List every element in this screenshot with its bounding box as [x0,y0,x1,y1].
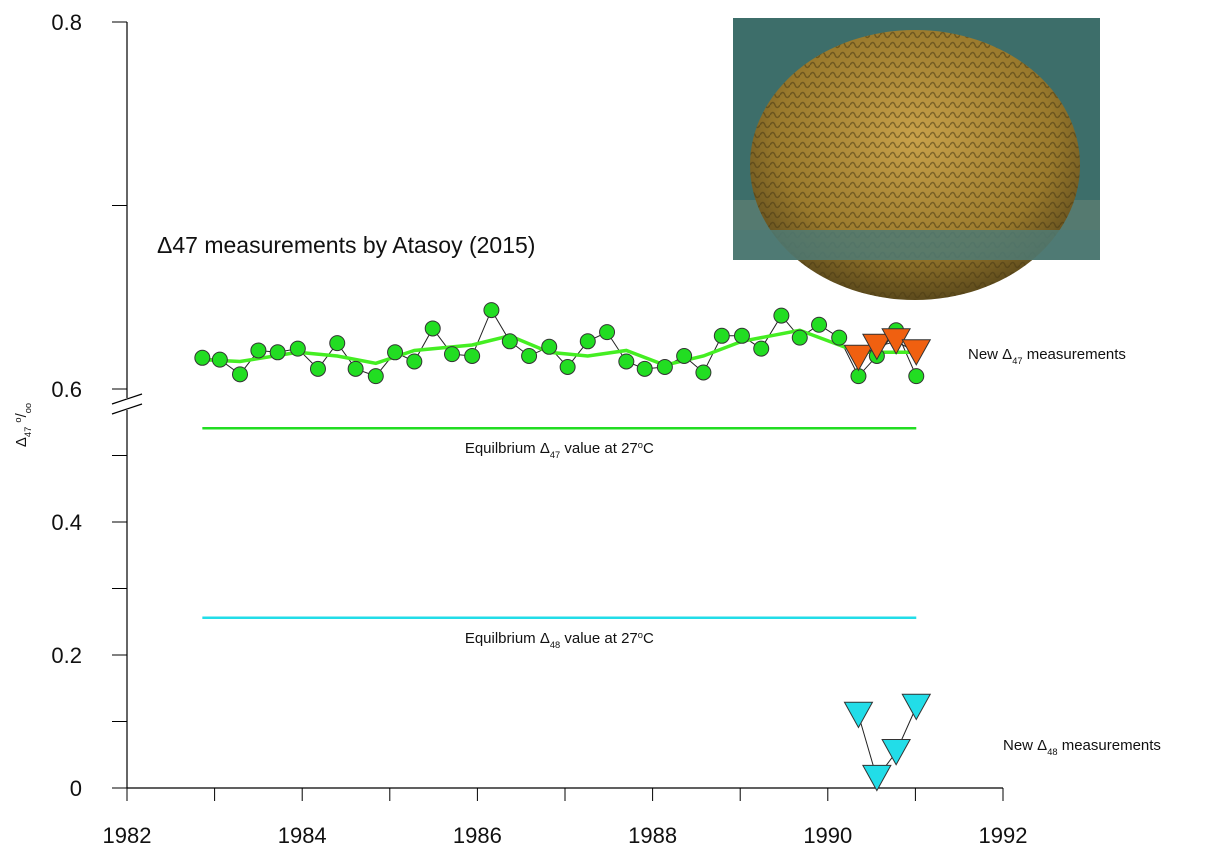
y-tick-label: 0.2 [51,643,82,668]
data-point [270,345,285,360]
data-point [882,739,910,764]
x-tick-label: 1986 [453,823,502,848]
data-point [714,328,729,343]
y-tick-label: 0.4 [51,510,82,535]
data-point [774,308,789,323]
data-point [484,303,499,318]
equilibrium-label: Equilbrium Δ47 value at 27oC [465,440,654,460]
data-point [407,354,422,369]
data-point [425,321,440,336]
data-point [812,317,827,332]
x-tick-label: 1982 [103,823,152,848]
data-point [368,369,383,384]
text-part: measurements [1023,346,1126,363]
data-point [696,365,711,380]
data-point [388,345,403,360]
annotation: New Δ47 measurements [968,346,1126,366]
data-point [863,765,891,790]
text-part: New Δ [968,346,1012,363]
data-point [754,341,769,356]
data-point [619,354,634,369]
text-part: oo [23,403,33,413]
data-point [348,361,363,376]
text-part: C [643,630,654,647]
text-part: Equilbrium Δ [465,440,550,457]
data-point [542,339,557,354]
y-tick-label: 0 [70,776,82,801]
data-point [902,694,930,719]
equilibrium-label: Equilbrium Δ48 value at 27oC [465,630,654,650]
data-point [251,343,266,358]
chart: 00.20.40.60.8198219841986198819901992Δ47… [0,0,1220,855]
data-point [330,336,345,351]
data-point [502,334,517,349]
data-point [195,350,210,365]
data-point [580,334,595,349]
y-tick-label: 0.6 [51,377,82,402]
data-point [637,361,652,376]
coral-photo [733,18,1100,300]
x-tick-label: 1988 [628,823,677,848]
data-point [832,330,847,345]
text-part: 48 [1047,747,1057,757]
y-axis-label: Δ47 o/oo [13,403,33,447]
x-tick-label: 1990 [803,823,852,848]
data-point [677,348,692,363]
x-tick-label: 1984 [278,823,327,848]
text-part: Δ [13,437,30,447]
series-line [202,310,916,376]
data-point [560,359,575,374]
text-part: Δ47 [157,232,198,258]
text-part: 47 [550,450,560,460]
data-point [844,702,872,727]
text-part: value at 27 [560,440,638,457]
text-part: 47 [1012,356,1022,366]
data-point [792,330,807,345]
x-tick-label: 1992 [979,823,1028,848]
data-point [657,359,672,374]
data-point [212,352,227,367]
data-point [310,361,325,376]
annotation: New Δ48 measurements [1003,737,1161,757]
text-part: Equilbrium Δ [465,630,550,647]
data-point [734,328,749,343]
data-point [290,341,305,356]
data-point [909,369,924,384]
text-part: value at 27 [560,630,638,647]
data-point [444,347,459,362]
data-point [600,325,615,340]
text-part: measurements by Atasoy (2015) [198,232,536,258]
data-point [844,345,872,370]
text-part: measurements [1058,737,1161,754]
text-part: 47 [23,427,33,437]
chart-title: Δ47 measurements by Atasoy (2015) [157,232,535,258]
y-tick-label: 0.8 [51,10,82,35]
text-part: C [643,440,654,457]
data-point [522,348,537,363]
data-point [465,348,480,363]
text-part: New Δ [1003,737,1047,754]
text-part: 48 [550,640,560,650]
data-point [233,367,248,382]
